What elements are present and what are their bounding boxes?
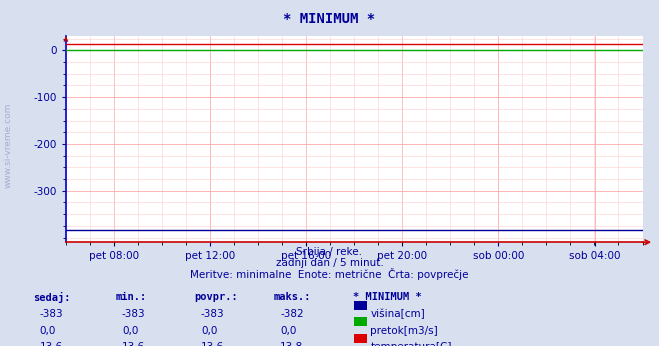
Text: 0,0: 0,0 [122,326,138,336]
Text: * MINIMUM *: * MINIMUM * [353,292,421,302]
Text: min.:: min.: [115,292,146,302]
Text: 13,8: 13,8 [280,342,303,346]
Text: višina[cm]: višina[cm] [370,309,425,319]
Text: * MINIMUM *: * MINIMUM * [283,12,376,26]
Text: Meritve: minimalne  Enote: metrične  Črta: povprečje: Meritve: minimalne Enote: metrične Črta:… [190,268,469,280]
Text: povpr.:: povpr.: [194,292,238,302]
Text: -383: -383 [122,309,146,319]
Text: pretok[m3/s]: pretok[m3/s] [370,326,438,336]
Text: Srbija / reke.: Srbija / reke. [297,247,362,257]
Text: maks.:: maks.: [273,292,311,302]
Text: 13,6: 13,6 [40,342,63,346]
Text: 0,0: 0,0 [40,326,56,336]
Text: 13,6: 13,6 [122,342,145,346]
Text: -382: -382 [280,309,304,319]
Text: temperatura[C]: temperatura[C] [370,342,452,346]
Text: 13,6: 13,6 [201,342,224,346]
Text: zadnji dan / 5 minut.: zadnji dan / 5 minut. [275,258,384,268]
Text: 0,0: 0,0 [201,326,217,336]
Text: 0,0: 0,0 [280,326,297,336]
Text: sedaj:: sedaj: [33,292,71,303]
Text: -383: -383 [40,309,63,319]
Text: -383: -383 [201,309,225,319]
Text: www.si-vreme.com: www.si-vreme.com [4,103,13,188]
